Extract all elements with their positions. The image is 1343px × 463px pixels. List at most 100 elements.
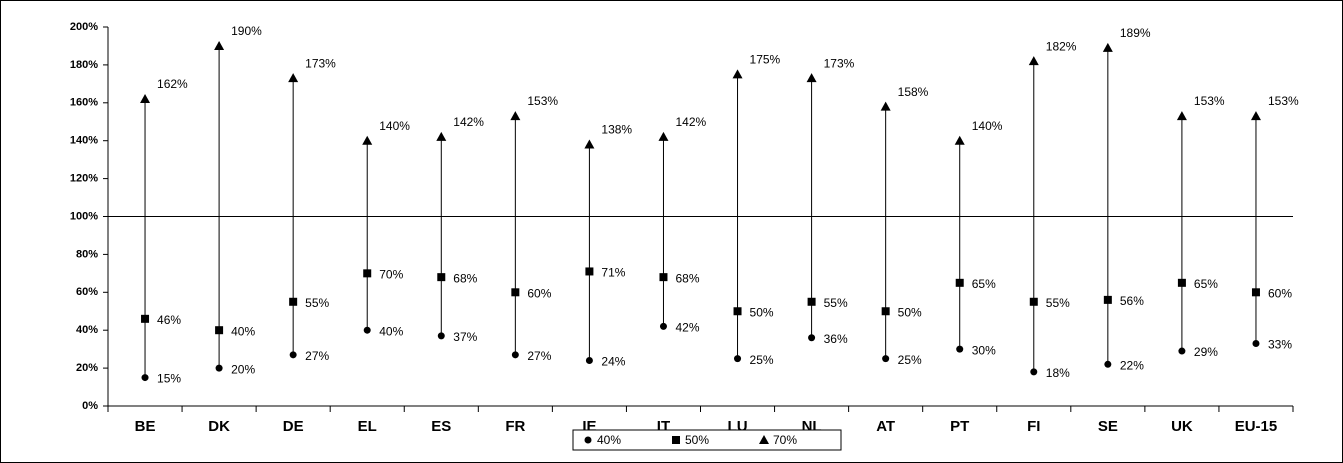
value-label: 60%	[1268, 286, 1292, 300]
marker	[1029, 297, 1038, 306]
marker	[363, 269, 372, 278]
x-tick-label: FR	[505, 418, 525, 435]
marker	[808, 334, 816, 342]
value-label: 142%	[453, 115, 484, 129]
value-label: 40%	[379, 324, 403, 338]
y-tick-label: 20%	[76, 362, 98, 374]
marker	[215, 364, 223, 372]
marker	[882, 355, 890, 363]
marker	[140, 94, 151, 104]
marker	[732, 69, 743, 79]
marker	[1177, 278, 1186, 287]
value-label: 138%	[601, 123, 632, 137]
marker	[880, 101, 891, 111]
value-label: 56%	[1120, 294, 1144, 308]
legend-label: 70%	[773, 433, 797, 447]
value-label: 142%	[675, 115, 706, 129]
marker	[215, 326, 224, 335]
marker	[759, 435, 769, 444]
value-label: 153%	[527, 94, 558, 108]
marker	[807, 297, 816, 306]
value-label: 55%	[305, 296, 329, 310]
y-tick-label: 120%	[70, 173, 98, 185]
value-label: 162%	[157, 77, 188, 91]
marker	[659, 273, 668, 282]
value-label: 50%	[898, 305, 922, 319]
value-label: 24%	[601, 355, 625, 369]
marker	[956, 345, 964, 353]
marker	[289, 297, 298, 306]
marker	[955, 278, 964, 287]
marker	[881, 307, 890, 316]
marker	[437, 332, 445, 340]
marker	[511, 288, 520, 297]
y-tick-label: 40%	[76, 324, 98, 336]
value-label: 153%	[1194, 94, 1225, 108]
marker	[733, 307, 742, 316]
marker	[363, 326, 371, 334]
value-label: 65%	[1194, 277, 1218, 291]
value-label: 27%	[305, 349, 329, 363]
marker	[214, 40, 225, 50]
value-label: 173%	[305, 56, 336, 70]
marker	[1104, 360, 1112, 368]
x-tick-label: SE	[1098, 418, 1118, 435]
y-tick-label: 160%	[70, 97, 98, 109]
value-label: 68%	[675, 271, 699, 285]
marker	[436, 131, 447, 141]
value-label: 70%	[379, 268, 403, 282]
value-label: 29%	[1194, 345, 1218, 359]
marker	[1028, 56, 1039, 66]
value-label: 140%	[972, 119, 1003, 133]
value-label: 40%	[231, 324, 255, 338]
legend-box	[572, 429, 842, 451]
marker	[734, 355, 742, 363]
value-label: 50%	[750, 305, 774, 319]
value-label: 42%	[675, 321, 699, 335]
marker	[658, 131, 669, 141]
marker	[1251, 288, 1260, 297]
marker	[1178, 347, 1186, 355]
value-label: 158%	[898, 85, 929, 99]
legend-label: 50%	[685, 433, 709, 447]
x-tick-label: DK	[208, 418, 230, 435]
x-tick-label: PT	[950, 418, 969, 435]
value-label: 55%	[824, 296, 848, 310]
value-label: 18%	[1046, 366, 1070, 380]
x-tick-label: EL	[358, 418, 377, 435]
marker	[288, 73, 299, 83]
x-tick-label: ES	[431, 418, 451, 435]
marker	[584, 436, 592, 444]
value-label: 173%	[824, 56, 855, 70]
marker	[659, 322, 667, 330]
marker	[1102, 42, 1113, 52]
value-label: 33%	[1268, 338, 1292, 352]
value-label: 15%	[157, 372, 181, 386]
legend-label: 40%	[597, 433, 621, 447]
marker	[585, 357, 593, 365]
value-label: 189%	[1120, 26, 1151, 40]
y-tick-label: 60%	[76, 286, 98, 298]
marker	[585, 267, 594, 276]
x-tick-label: EU-15	[1235, 418, 1278, 435]
marker	[1103, 295, 1112, 304]
marker	[1030, 368, 1038, 376]
value-label: 153%	[1268, 94, 1299, 108]
value-label: 65%	[972, 277, 996, 291]
marker	[511, 351, 519, 359]
y-tick-label: 0%	[82, 400, 98, 412]
marker	[1252, 339, 1260, 347]
x-tick-label: BE	[135, 418, 156, 435]
value-label: 30%	[972, 343, 996, 357]
value-label: 68%	[453, 271, 477, 285]
y-tick-label: 80%	[76, 248, 98, 260]
x-tick-label: UK	[1171, 418, 1193, 435]
marker	[672, 436, 680, 444]
marker	[289, 351, 297, 359]
value-label: 55%	[1046, 296, 1070, 310]
x-tick-label: AT	[876, 418, 895, 435]
value-label: 182%	[1046, 39, 1077, 53]
y-tick-label: 200%	[70, 21, 98, 33]
